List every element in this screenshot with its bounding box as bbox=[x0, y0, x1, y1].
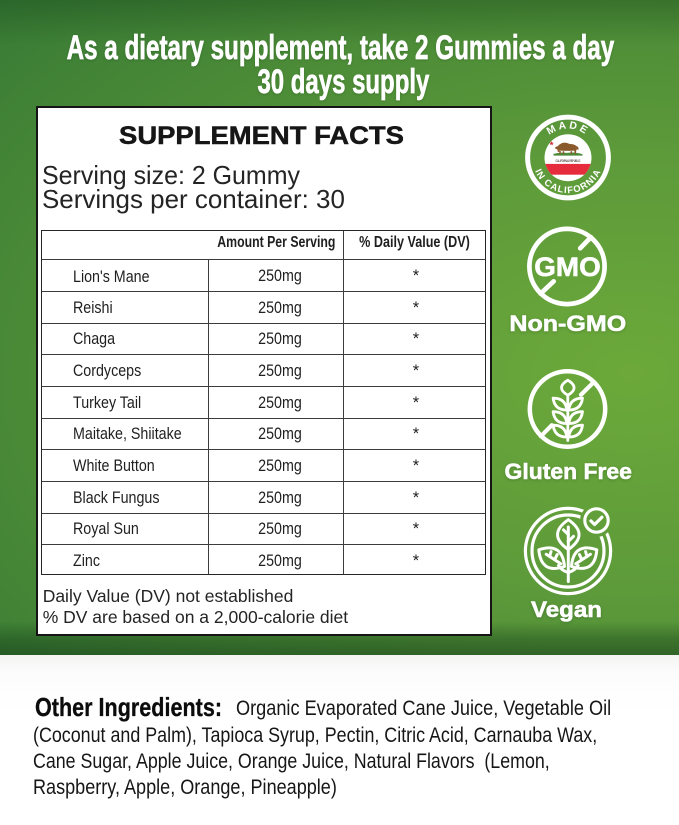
svg-text:CALIFORNIA REPUBLIC: CALIFORNIA REPUBLIC bbox=[556, 159, 581, 163]
